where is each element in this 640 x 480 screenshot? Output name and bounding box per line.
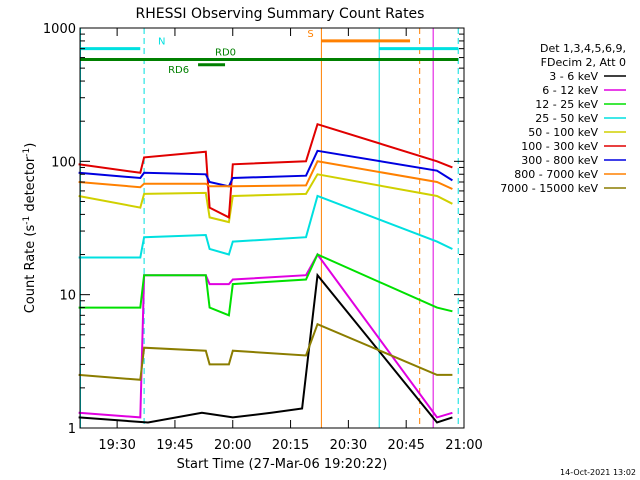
footer-timestamp: 14-Oct-2021 13:02 — [560, 468, 636, 477]
y-axis-label-tail: ) — [23, 143, 38, 148]
x-tick-label-7: 21:00 — [445, 438, 482, 453]
series-line-5 — [78, 173, 453, 224]
series-line-8 — [78, 160, 453, 190]
legend-label-1: 3 - 6 keV — [549, 70, 598, 83]
series-line-6 — [78, 122, 453, 219]
legend: Det 1,3,4,5,6,9, FDecim 2, Att 0 3 - 6 k… — [500, 42, 626, 195]
y-axis-label-mid: detector — [23, 156, 38, 216]
y-axis-label-exp1: -1 — [22, 216, 32, 225]
chart-title: RHESSI Observing Summary Count Rates — [136, 6, 425, 22]
legend-label-3: 12 - 25 keV — [535, 98, 598, 111]
axes: 19:30 19:45 20:00 20:15 20:30 20:45 21:00 1 10 10… — [43, 22, 483, 453]
y-tick-label-3: 100 — [51, 155, 76, 170]
flag-label-n: N — [158, 37, 165, 48]
y-axis-label: Count Rate (s-1 detector-1) — [22, 143, 38, 314]
legend-label-7: 300 - 800 keV — [521, 154, 598, 167]
legend-header-line-2: FDecim 2, Att 0 — [541, 56, 626, 69]
plot-area: N S RD0 RD6 — [78, 28, 459, 428]
y-axis-label-exp2: -1 — [22, 148, 32, 157]
x-tick-label-3: 20:00 — [214, 438, 251, 453]
x-tick-label-1: 19:30 — [98, 438, 135, 453]
series-line-4 — [78, 194, 453, 259]
legend-label-2: 6 - 12 keV — [542, 84, 598, 97]
y-tick-label-4: 1000 — [43, 22, 76, 37]
x-tick-label-5: 20:30 — [330, 438, 367, 453]
x-tick-label-4: 20:15 — [272, 438, 309, 453]
y-axis-label-main: Count Rate (s — [23, 225, 38, 314]
legend-label-9: 7000 - 15000 keV — [500, 182, 598, 195]
legend-label-4: 25 - 50 keV — [535, 112, 598, 125]
flag-label-s: S — [307, 29, 313, 40]
legend-label-8: 800 - 7000 keV — [514, 168, 598, 181]
legend-label-6: 100 - 300 keV — [521, 140, 598, 153]
legend-label-5: 50 - 100 keV — [528, 126, 598, 139]
x-tick-label-6: 20:45 — [387, 438, 424, 453]
y-tick-label-2: 10 — [59, 289, 76, 304]
flag-label-rd6: RD6 — [168, 65, 189, 76]
series-line-2 — [78, 252, 453, 419]
y-tick-label-1: 1 — [68, 422, 76, 437]
x-tick-label-2: 19:45 — [156, 438, 193, 453]
x-axis-label: Start Time (27-Mar-06 19:20:22) — [177, 457, 388, 472]
plot-frame — [79, 27, 465, 429]
series-line-3 — [78, 253, 453, 317]
series-line-1 — [78, 272, 453, 424]
flag-label-rd0: RD0 — [215, 48, 236, 59]
legend-header-line-1: Det 1,3,4,5,6,9, — [540, 42, 626, 55]
series-line-9 — [78, 322, 453, 381]
